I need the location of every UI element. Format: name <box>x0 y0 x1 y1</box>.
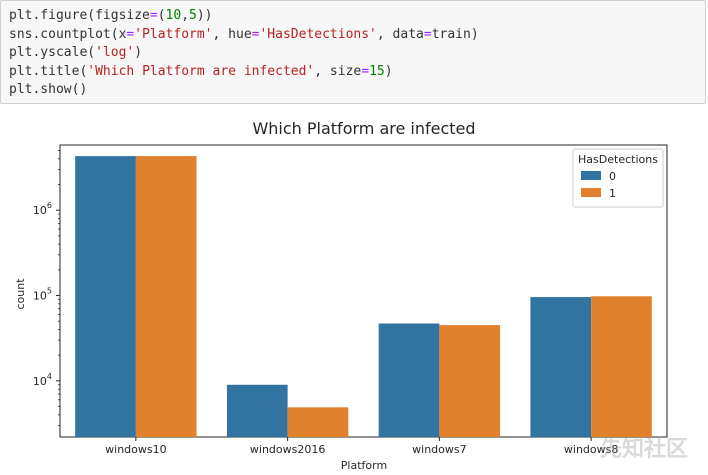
code-token: = <box>361 63 370 79</box>
y-tick-exponent: 4 <box>47 372 52 381</box>
watermark-logo: 先知社区 <box>599 437 688 462</box>
legend-title: HasDetections <box>578 153 658 166</box>
code-token: , hue <box>212 26 252 42</box>
bar-windows2016-hue-1 <box>287 407 349 437</box>
x-tick-label: windows7 <box>412 443 466 456</box>
code-token: ) <box>134 45 143 61</box>
code-token: ( <box>157 8 166 23</box>
legend-swatch-1 <box>581 188 601 197</box>
legend-swatch-0 <box>581 171 601 180</box>
y-tick-exponent: 5 <box>47 287 52 296</box>
code-token: = <box>251 26 260 42</box>
plot-frame <box>59 144 668 438</box>
y-tick-label: 106 <box>33 201 52 217</box>
code-token: plt.title( <box>9 63 88 79</box>
code-token: 'Platform' <box>134 26 213 42</box>
bar-windows8-hue-0 <box>530 297 592 437</box>
y-tick-label: 104 <box>33 372 52 388</box>
bar-windows8-hue-1 <box>591 296 652 437</box>
y-tick-exponent: 6 <box>47 201 52 210</box>
legend: HasDetections 0 1 <box>572 148 664 208</box>
code-token: , <box>181 8 190 23</box>
y-tick-base: 10 <box>33 204 47 217</box>
code-lines: plt.figure(figsize=(10,5)) sns.countplot(… <box>9 7 705 100</box>
code-token: plt.show() <box>9 82 88 98</box>
code-token: 'log' <box>95 45 135 61</box>
code-token: 10 <box>165 8 182 23</box>
x-axis-label: Platform <box>341 459 387 472</box>
code-token: plt.yscale( <box>9 45 96 61</box>
code-token: 'HasDetections' <box>259 26 377 42</box>
chart-title: Which Platform are infected <box>252 119 475 138</box>
code-token: = <box>126 26 135 42</box>
bar-windows7-hue-1 <box>439 325 501 437</box>
x-tick-label: windows8 <box>564 443 618 456</box>
code-token: 'Which Platform are infected' <box>87 63 315 79</box>
code-token: = <box>149 8 158 23</box>
code-line: plt.show() <box>9 81 705 100</box>
countplot-chart: Which Platform are infected count Platfo… <box>14 119 668 472</box>
bar-windows10-hue-1 <box>135 156 197 437</box>
bar-windows2016-hue-0 <box>226 384 288 437</box>
legend-label: 1 <box>609 187 616 200</box>
legend-label: 0 <box>609 170 616 183</box>
code-cell[interactable]: plt.figure(figsize=(10,5)) sns.countplot(… <box>0 0 706 104</box>
code-token: 5 <box>189 8 197 23</box>
y-tick-base: 10 <box>33 375 47 388</box>
code-token: , data <box>376 26 424 42</box>
bar-windows7-hue-0 <box>378 323 440 437</box>
code-token: ) <box>384 63 393 79</box>
code-line: sns.countplot(x='Platform', hue='HasDete… <box>9 26 705 45</box>
code-token: , size <box>314 63 362 79</box>
code-token: plt.figure(figsize <box>9 8 150 23</box>
plot-area: windows10 windows2016 windows7 windows81041… <box>33 144 668 456</box>
code-line: plt.yscale('log') <box>9 44 705 63</box>
code-token: train) <box>431 26 479 42</box>
code-token: = <box>423 26 432 42</box>
y-axis-label: count <box>14 278 27 310</box>
y-tick-label: 105 <box>33 287 52 303</box>
code-token: )) <box>196 8 213 23</box>
code-token: sns.countplot(x <box>9 26 127 42</box>
x-tick-label: windows10 <box>105 443 166 456</box>
x-tick-label: windows2016 <box>250 443 325 456</box>
code-token: 15 <box>369 63 385 79</box>
code-line: plt.title('Which Platform are infected',… <box>9 63 705 82</box>
code-line: plt.figure(figsize=(10,5)) <box>9 7 705 26</box>
bar-windows10-hue-0 <box>75 156 136 437</box>
y-tick-base: 10 <box>33 290 47 303</box>
